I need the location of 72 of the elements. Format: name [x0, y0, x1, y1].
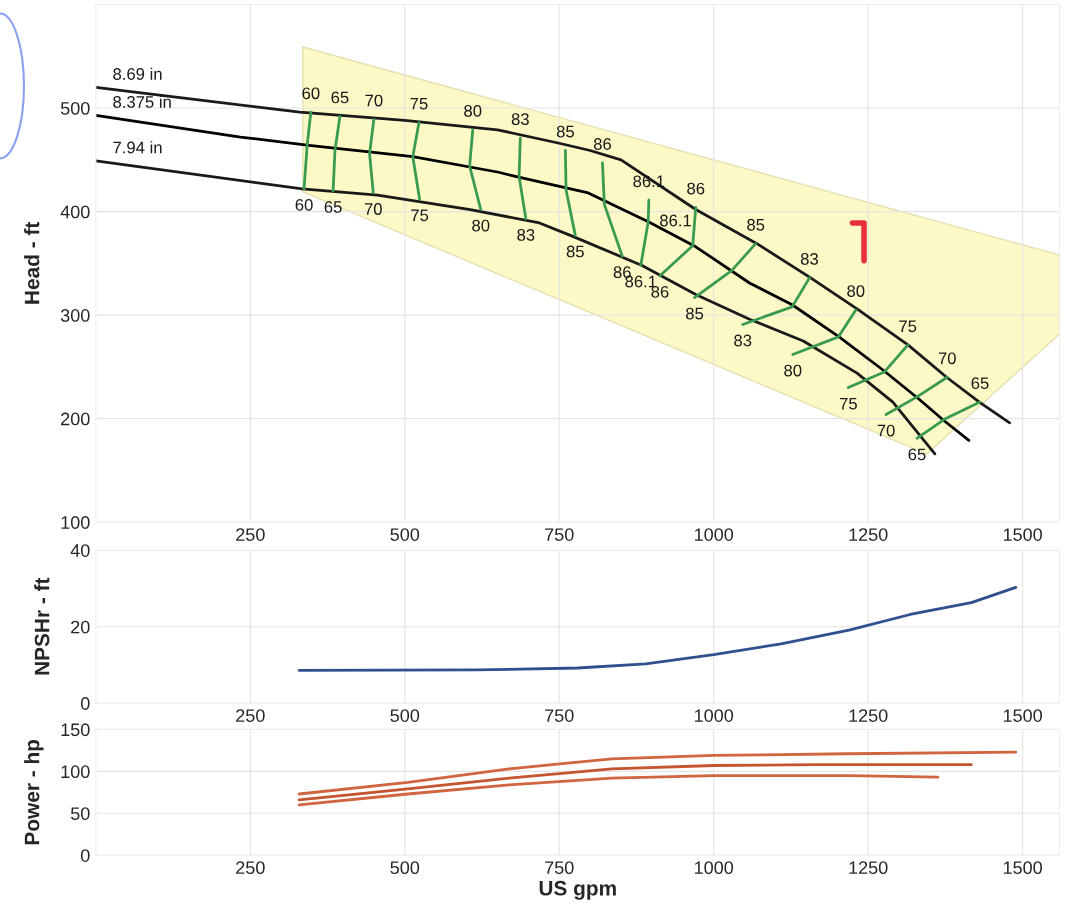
line-series: [297, 774, 940, 807]
annotation: 70: [938, 352, 956, 365]
y-tick-label: 100: [61, 765, 90, 779]
series-label: 7.94 in: [113, 141, 162, 154]
annotation: 83: [734, 334, 752, 347]
series-label: 8.69 in: [113, 67, 162, 80]
y-axis-title: Head - ft: [24, 221, 40, 304]
annotation: 80: [472, 219, 490, 232]
y-axis-title: NPSHr - ft: [34, 577, 50, 675]
annotation: 65: [971, 377, 989, 390]
line-series: [297, 585, 1018, 672]
x-tick-label: 500: [390, 528, 420, 541]
annotation: 70: [365, 94, 383, 107]
x-tick-label: 1000: [694, 709, 734, 722]
y-tick-label: 0: [80, 697, 90, 710]
y-tick-label: 400: [60, 205, 90, 219]
annotation: 60: [295, 198, 313, 211]
annotation: 75: [410, 97, 428, 110]
x-tick-label: 750: [545, 709, 574, 722]
annotation: 83: [800, 253, 818, 265]
annotation: 75: [899, 320, 917, 333]
series-label: 8.375 in: [113, 95, 171, 108]
annotation: 85: [566, 245, 584, 258]
line-series: [297, 750, 1018, 796]
annotation: 75: [839, 397, 857, 410]
x-tick-label: 1250: [849, 709, 888, 722]
x-tick-label: 750: [545, 861, 574, 875]
y-tick-label: 0: [80, 849, 90, 862]
x-tick-label: 1500: [1003, 709, 1042, 722]
annotation: 70: [364, 203, 382, 215]
annotation: 80: [464, 104, 482, 117]
x-tick-label: 1250: [849, 528, 888, 541]
x-tick-label: 1000: [694, 528, 734, 541]
annotation: 86.1: [660, 214, 691, 227]
x-tick-label: 250: [236, 528, 265, 541]
x-axis-title: US gpm: [539, 880, 616, 900]
x-tick-label: 250: [236, 709, 265, 722]
annotation: 86: [687, 182, 705, 195]
annotation: 80: [784, 364, 802, 377]
y-tick-label: 40: [70, 544, 90, 557]
line-series: [297, 763, 973, 802]
x-tick-label: 250: [236, 861, 265, 875]
y-tick-label: 200: [61, 412, 90, 426]
x-tick-label: 1250: [849, 861, 888, 875]
annotation: 80: [847, 285, 865, 297]
annotation: 75: [411, 209, 429, 222]
x-tick-label: 1500: [1003, 861, 1042, 875]
annotation: 65: [331, 91, 349, 104]
x-tick-label: 750: [545, 528, 574, 541]
y-tick-label: 100: [61, 516, 90, 529]
y-tick-label: 300: [60, 309, 90, 322]
annotation: 83: [511, 113, 529, 126]
x-tick-label: 500: [390, 709, 420, 722]
line-series: [95, 85, 1012, 425]
y-tick-label: 150: [61, 723, 90, 737]
y-tick-label: 50: [70, 807, 90, 821]
y-axis-title: Power - hp: [24, 739, 44, 845]
x-tick-label: 500: [390, 861, 420, 875]
x-tick-label: 1000: [694, 861, 734, 875]
annotation: 65: [908, 448, 926, 461]
annotation: 83: [517, 229, 535, 241]
annotation: 60: [302, 87, 320, 100]
annotation: 85: [556, 125, 574, 138]
x-tick-label: 1500: [1003, 528, 1042, 541]
annotation: 70: [877, 424, 895, 437]
annotation: 86: [593, 138, 612, 150]
annotation: 65: [324, 201, 342, 213]
annotation: 86: [651, 285, 669, 298]
y-tick-label: 500: [60, 101, 90, 115]
y-tick-label: 20: [71, 620, 90, 634]
annotation: 85: [747, 218, 765, 231]
annotation: 85: [685, 307, 704, 320]
